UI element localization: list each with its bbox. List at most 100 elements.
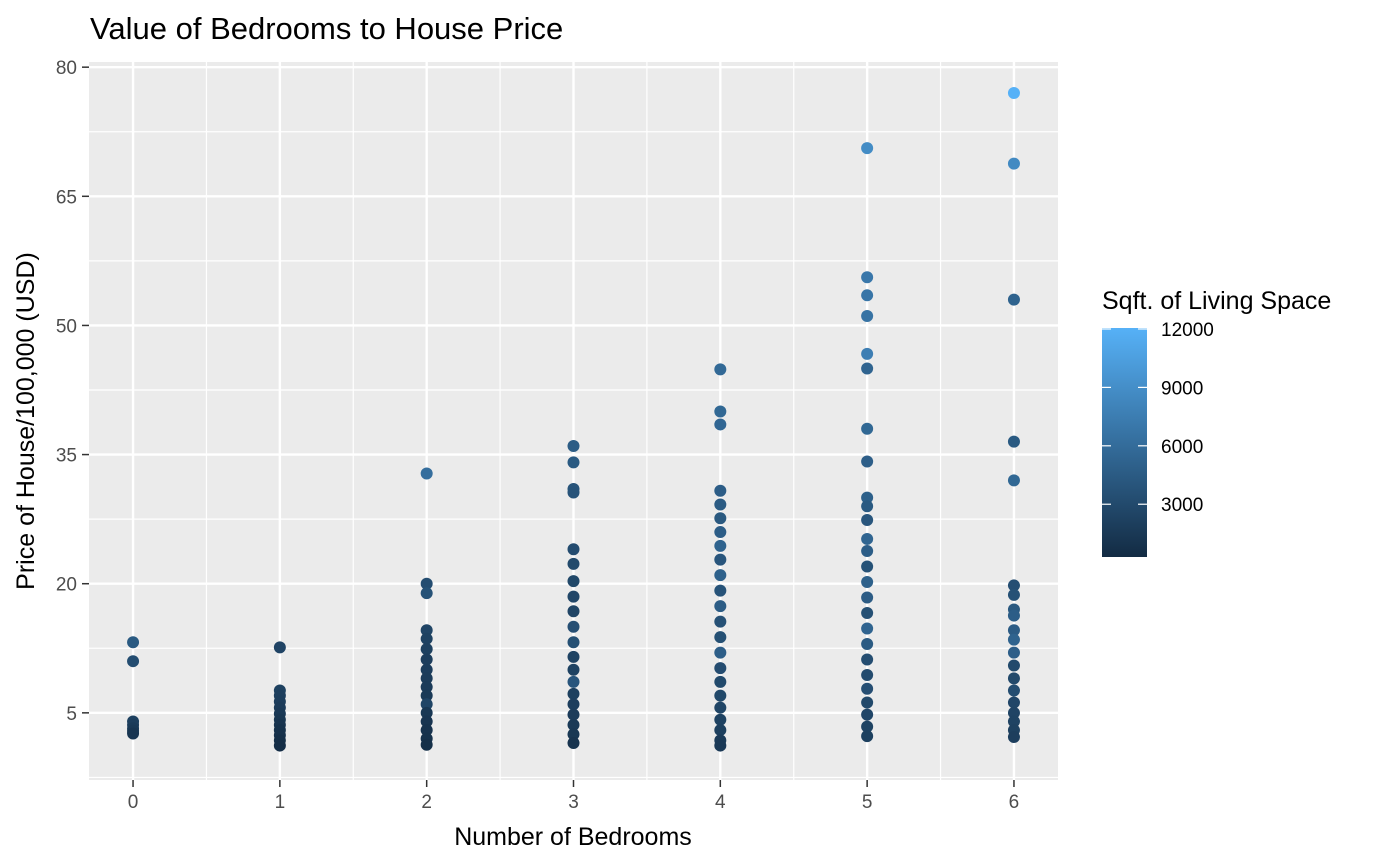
data-point	[861, 309, 874, 322]
data-point	[127, 636, 140, 649]
data-point	[1007, 579, 1020, 592]
x-tick-label: 1	[275, 792, 286, 813]
data-point	[861, 682, 874, 695]
data-point	[714, 631, 727, 644]
data-point	[861, 696, 874, 709]
data-point	[567, 605, 580, 618]
y-tick-label: 5	[66, 704, 77, 725]
x-tick-label: 6	[1009, 792, 1020, 813]
data-point	[714, 584, 727, 597]
legend-title: Sqft. of Living Space	[1102, 287, 1331, 315]
data-point	[861, 514, 874, 527]
data-points	[127, 86, 1020, 752]
data-point	[1007, 624, 1020, 637]
data-point	[1007, 706, 1020, 719]
data-point	[714, 539, 727, 552]
data-point	[861, 500, 874, 513]
data-point	[714, 484, 727, 497]
y-tick-label: 80	[56, 58, 77, 79]
data-point	[714, 689, 727, 702]
data-point	[420, 663, 433, 676]
data-point	[1007, 672, 1020, 685]
data-point	[567, 687, 580, 700]
data-point	[1007, 474, 1020, 487]
y-tick-label: 20	[56, 575, 77, 596]
data-point	[567, 636, 580, 649]
data-point	[861, 422, 874, 435]
data-point	[273, 641, 286, 654]
data-point	[714, 662, 727, 675]
data-point	[420, 689, 433, 702]
y-tick-label: 50	[56, 316, 77, 337]
data-point	[420, 632, 433, 645]
data-point	[714, 701, 727, 714]
data-point	[1007, 633, 1020, 646]
data-point	[861, 532, 874, 545]
data-point	[567, 575, 580, 588]
data-point	[1007, 157, 1020, 170]
data-point	[1007, 715, 1020, 728]
chart-title: Value of Bedrooms to House Price	[90, 11, 563, 46]
data-point	[1007, 86, 1020, 99]
data-point	[567, 557, 580, 570]
data-point	[420, 715, 433, 728]
data-point	[714, 675, 727, 688]
data-point	[714, 498, 727, 511]
data-point	[714, 526, 727, 539]
data-point	[1007, 684, 1020, 697]
data-point	[861, 708, 874, 721]
data-point	[420, 577, 433, 590]
data-point	[714, 512, 727, 525]
data-point	[420, 467, 433, 480]
data-point	[714, 615, 727, 628]
data-point	[861, 142, 874, 155]
data-point	[861, 362, 874, 375]
data-point	[567, 543, 580, 556]
data-point	[420, 653, 433, 666]
data-point	[861, 653, 874, 666]
data-point	[1007, 609, 1020, 622]
data-point	[567, 736, 580, 749]
data-point	[567, 486, 580, 499]
data-point	[420, 643, 433, 656]
colorbar-ticks: 3000 6000 9000 12000	[1102, 320, 1214, 516]
data-point	[127, 655, 140, 668]
colorbar-label: 6000	[1161, 437, 1203, 458]
data-point	[1007, 659, 1020, 672]
colorbar-label: 12000	[1161, 320, 1214, 341]
data-point	[420, 738, 433, 751]
data-point	[861, 622, 874, 635]
data-point	[567, 708, 580, 721]
data-point	[861, 668, 874, 681]
data-point	[420, 706, 433, 719]
data-point	[714, 418, 727, 431]
data-point	[861, 271, 874, 284]
colorbar-label: 9000	[1161, 378, 1203, 399]
data-point	[1007, 588, 1020, 601]
data-point	[420, 587, 433, 600]
data-point	[567, 698, 580, 711]
data-point	[714, 569, 727, 582]
data-point	[567, 456, 580, 469]
data-point	[127, 727, 140, 740]
data-point	[567, 663, 580, 676]
data-point	[420, 698, 433, 711]
data-point	[714, 363, 727, 376]
data-point	[861, 637, 874, 650]
data-point	[714, 405, 727, 418]
data-point	[714, 553, 727, 566]
data-point	[861, 591, 874, 604]
y-tick-label: 65	[56, 187, 77, 208]
data-point	[861, 347, 874, 360]
data-point	[567, 620, 580, 633]
data-point	[861, 544, 874, 557]
data-point	[714, 724, 727, 737]
data-point	[861, 289, 874, 302]
data-point	[861, 491, 874, 504]
data-point	[1007, 696, 1020, 709]
data-point	[861, 606, 874, 619]
data-point	[1007, 435, 1020, 448]
x-tick-label: 4	[715, 792, 726, 813]
data-point	[861, 575, 874, 588]
